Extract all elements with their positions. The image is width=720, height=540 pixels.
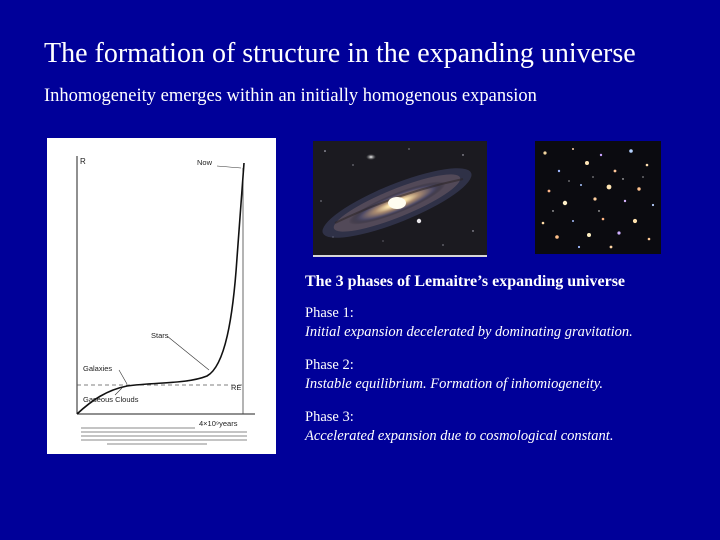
phases-heading: The 3 phases of Lemaitre’s expanding uni… [305, 273, 626, 290]
phase-1: Phase 1: Initial expansion decelerated b… [305, 304, 633, 342]
slide-title: The formation of structure in the expand… [44, 38, 636, 69]
galaxies-leader [118, 369, 128, 385]
deep-field-image [535, 141, 661, 254]
phase-1-label: Phase 1: [305, 305, 354, 321]
phase-1-description: Initial expansion decelerated by dominat… [305, 324, 633, 340]
gaseous-clouds-label: Gaseous Clouds [83, 395, 139, 404]
phases-text-box: The 3 phases of Lemaitre’s expanding uni… [302, 262, 682, 452]
time-label: 4×10⁹years [199, 419, 238, 428]
phase-2-description: Instable equilibrium. Formation of inhom… [305, 376, 604, 392]
lemaitre-expansion-figure: R Now Stars Galaxies Gaseous Clouds RE 4… [47, 138, 276, 454]
phase-3-description: Accelerated expansion due to cosmologica… [305, 428, 614, 444]
galaxies-label: Galaxies [83, 364, 112, 373]
expansion-curve [76, 162, 245, 415]
expansion-curve-graph: R Now Stars Galaxies Gaseous Clouds RE 4… [76, 156, 255, 445]
y-axis-label: R [80, 157, 86, 166]
figure-caption-lines [81, 427, 247, 445]
phase-2: Phase 2: Instable equilibrium. Formation… [305, 356, 603, 394]
phase-3: Phase 3: Accelerated expansion due to co… [305, 408, 613, 446]
clouds-leader [114, 387, 123, 396]
phase-2-label: Phase 2: [305, 357, 354, 373]
now-label: Now [197, 158, 213, 167]
stars-label: Stars [151, 331, 169, 340]
slide-subtitle: Inhomogeneity emerges within an initiall… [44, 86, 537, 106]
now-leader [216, 165, 242, 169]
phase-3-label: Phase 3: [305, 409, 354, 425]
re-label: RE [231, 383, 241, 392]
andromeda-galaxy-image [313, 141, 487, 257]
stars-leader [166, 335, 210, 371]
